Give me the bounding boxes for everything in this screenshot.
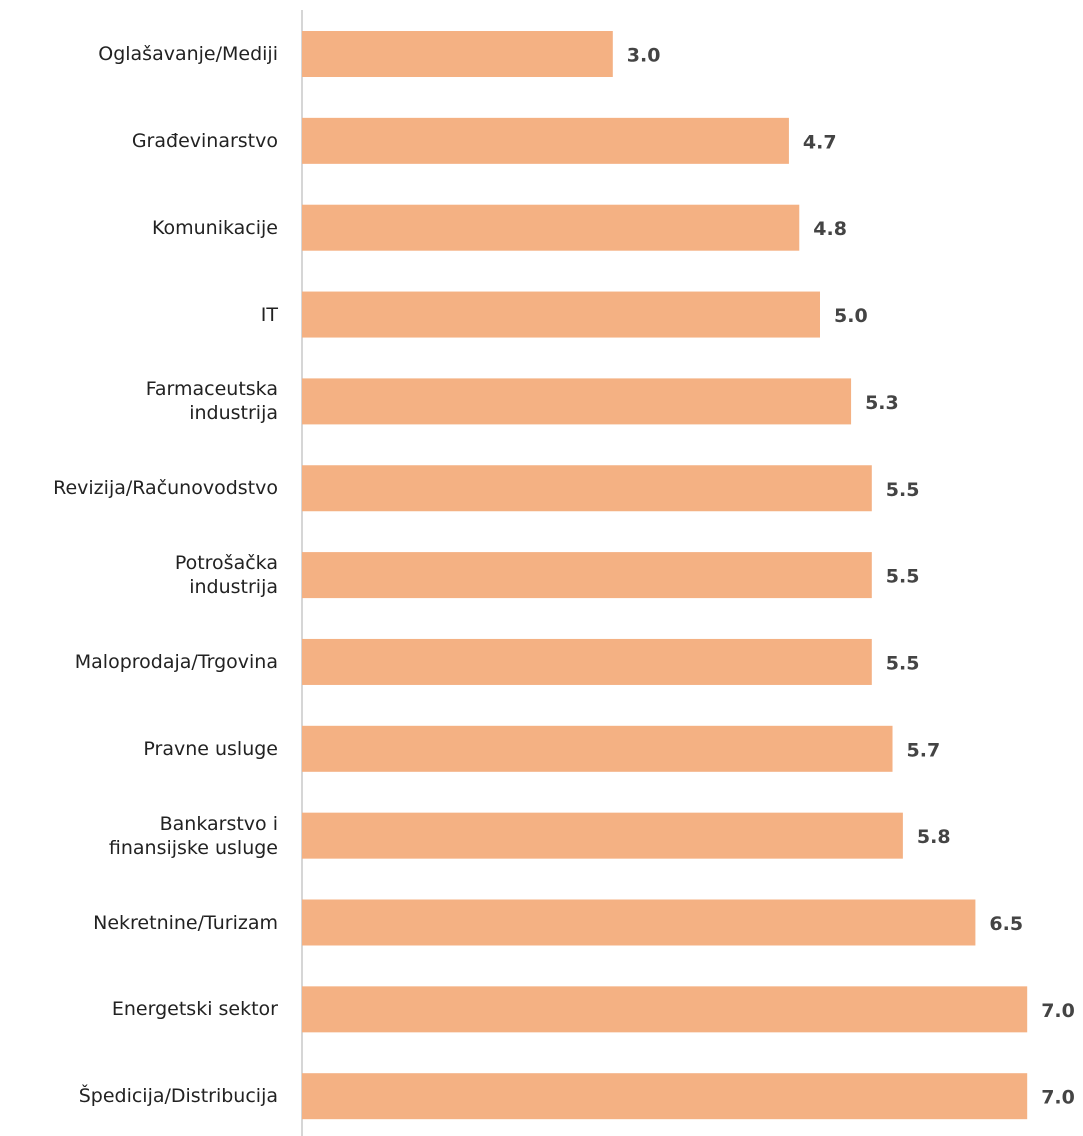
bar xyxy=(302,1073,1028,1120)
bar xyxy=(302,899,976,946)
bar xyxy=(302,552,872,599)
category-label: Pravne usluge xyxy=(143,737,278,760)
value-label: 7.0 xyxy=(1041,1000,1075,1022)
bar xyxy=(302,117,789,164)
value-label: 4.7 xyxy=(803,131,837,153)
value-label: 5.5 xyxy=(886,652,920,674)
value-label: 4.8 xyxy=(813,218,847,240)
category-label: Energetski sektor xyxy=(111,998,278,1021)
category-label: Revizija/Računovodstvo xyxy=(53,477,278,500)
category-label: Farmaceutska industrija xyxy=(145,378,278,425)
bar xyxy=(302,638,872,685)
value-label: 5.3 xyxy=(865,392,899,414)
value-label: 6.5 xyxy=(989,913,1023,935)
value-label: 5.8 xyxy=(917,826,951,848)
bar xyxy=(302,31,613,77)
category-label: Oglašavanje/Mediji xyxy=(98,43,278,65)
category-label: Potrošačka industrija xyxy=(174,552,278,599)
bar xyxy=(302,725,893,772)
category-label: Komunikacije xyxy=(151,216,278,239)
category-label: Bankarstvo i finansijske usluge xyxy=(108,812,278,859)
value-label: 7.0 xyxy=(1041,1087,1075,1109)
value-label: 3.0 xyxy=(627,45,661,67)
bar xyxy=(302,378,852,425)
category-label: Špedicija/Distribucija xyxy=(78,1085,278,1108)
bar xyxy=(302,812,903,859)
value-label: 5.5 xyxy=(886,566,920,588)
value-label: 5.7 xyxy=(907,739,941,761)
value-label: 5.5 xyxy=(886,479,920,501)
category-label: IT xyxy=(260,303,278,326)
value-label: 5.0 xyxy=(834,305,868,327)
bar xyxy=(302,291,820,338)
category-label: Maloprodaja/Trgovina xyxy=(74,650,278,673)
category-label: Građevinarstvo xyxy=(131,129,278,152)
bar xyxy=(302,986,1028,1033)
category-label: Nekretnine/Turizam xyxy=(93,911,278,934)
bar xyxy=(302,204,800,251)
bar xyxy=(302,465,872,512)
